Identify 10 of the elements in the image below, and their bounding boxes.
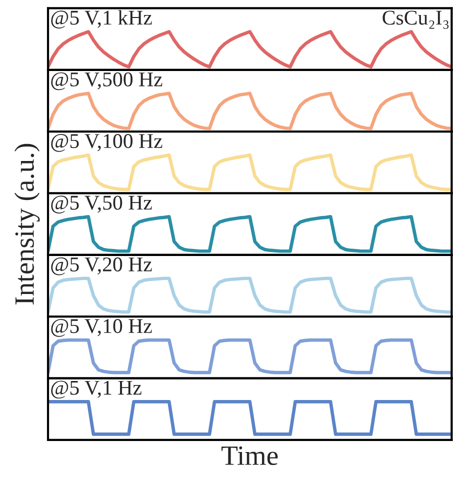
text: @5 V,500 Hz: [51, 72, 162, 90]
text: @5 V,50 Hz: [51, 196, 152, 214]
text: @5 V,100 Hz: [51, 134, 162, 152]
text: @5 V,1 kHz: [51, 10, 152, 28]
text: @5 V,10 Hz: [51, 319, 152, 337]
y-axis-title: Intensity (a.u.): [14, 144, 40, 304]
x-axis-title: Time: [222, 446, 278, 466]
text: @5 V,1 Hz: [51, 380, 142, 399]
text: CsCu₂I₃: [382, 10, 449, 29]
text: @5 V,20 Hz: [51, 257, 152, 276]
